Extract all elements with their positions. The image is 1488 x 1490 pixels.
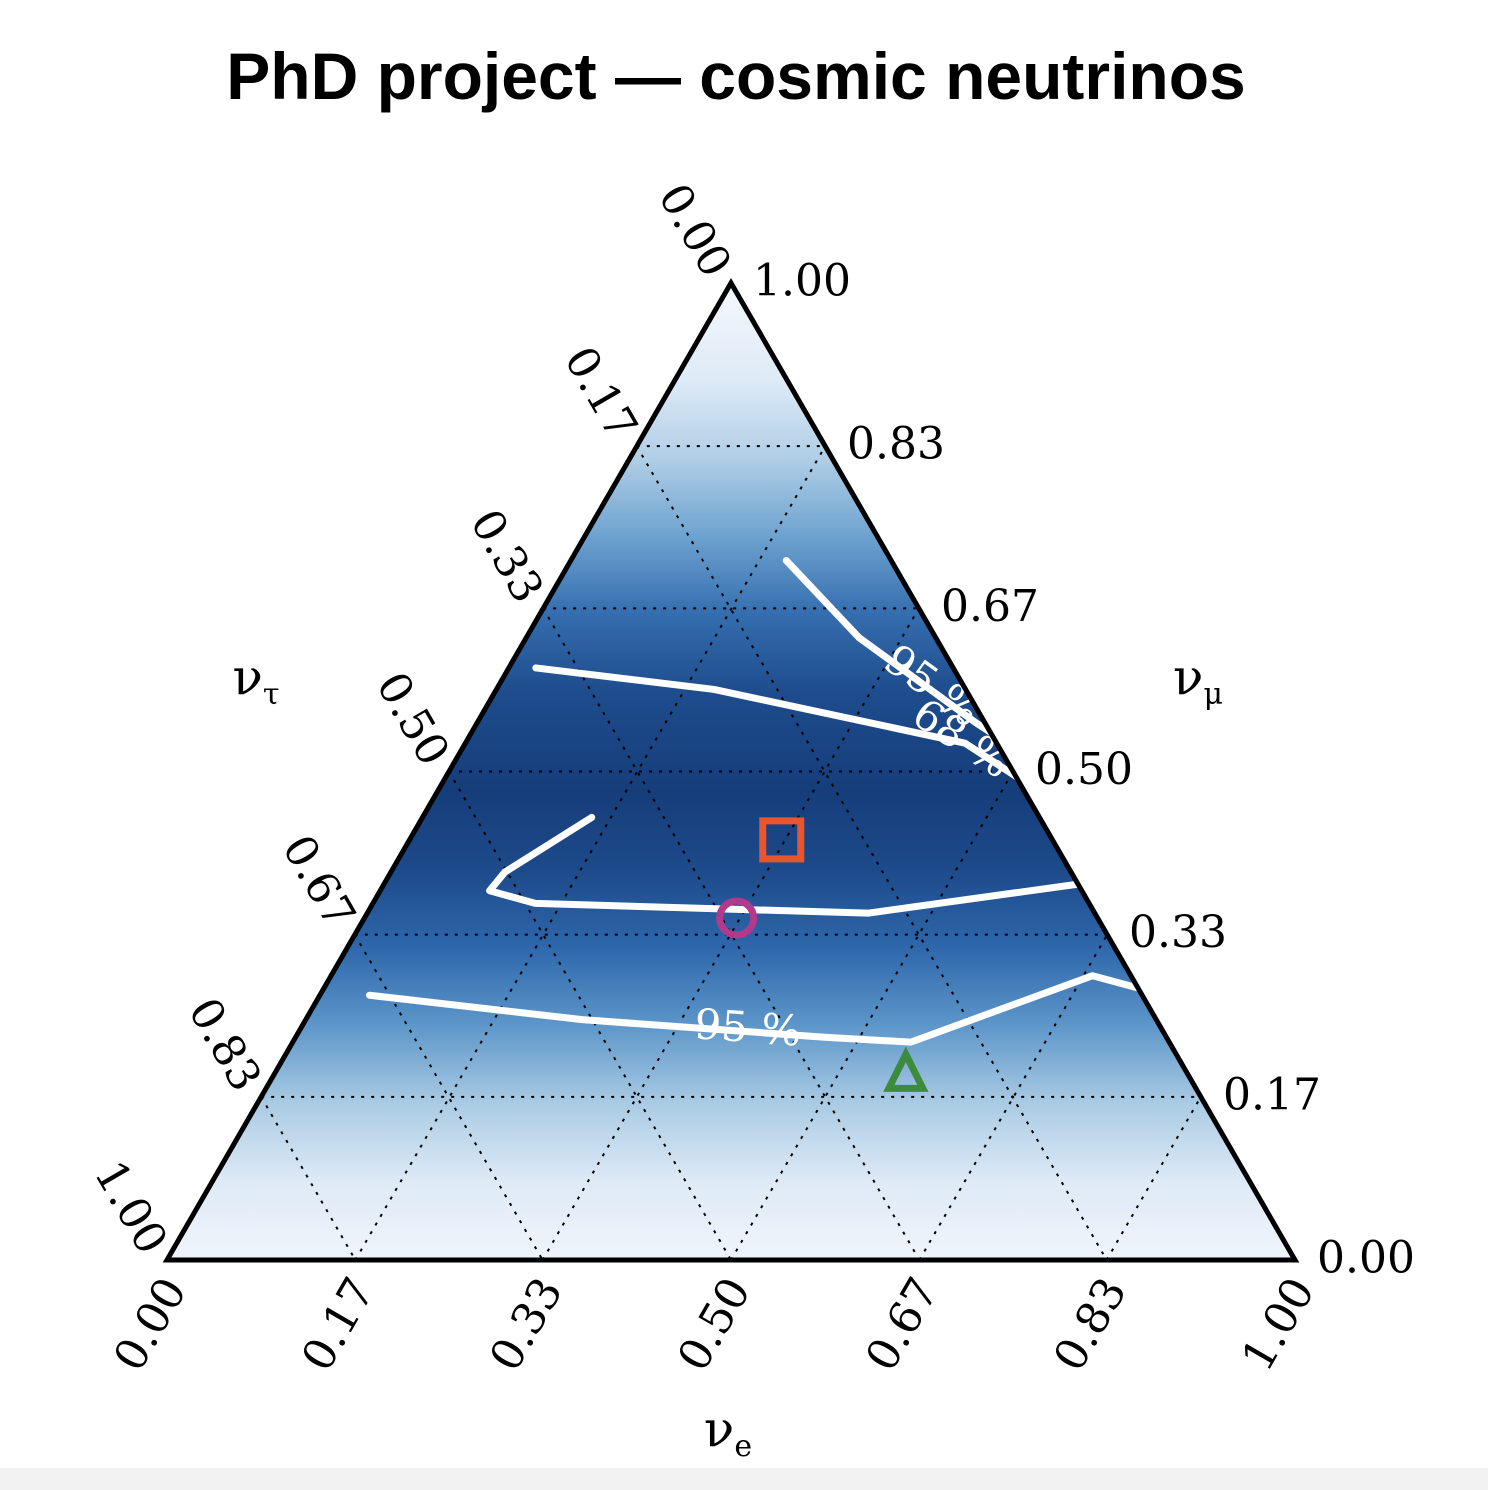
tick-label: 0.83 [847,418,945,469]
tick-label: 0.17 [1223,1070,1321,1121]
circle-marker [716,897,758,939]
grid-line [260,1096,357,1260]
tick-label: 0.00 [104,1269,197,1379]
bottom-axis-label: νe [704,1400,752,1464]
tick-label: 0.50 [366,664,459,774]
tick-label: 0.67 [272,827,365,937]
tick-label: 0.17 [292,1269,385,1379]
square-marker [759,817,805,863]
contour-label: 95 % [693,999,803,1056]
tick-label: 1.00 [1232,1269,1325,1379]
chart-title: PhD project — cosmic neutrinos [226,39,1246,113]
tick-label: 1.00 [753,256,851,307]
tick-label: 0.83 [1044,1269,1137,1379]
window-bottom-edge [0,1468,1488,1490]
right-axis-label: νμ [1173,648,1223,712]
grid-line [448,771,732,1260]
markers [716,817,929,1092]
tick-label: 0.00 [648,175,741,285]
triangle-frame [162,277,1300,1263]
grid-line [353,934,544,1260]
tick-label: 0.33 [480,1269,573,1379]
tick-label: 1.00 [84,1152,177,1262]
grid-lines [260,445,1202,1260]
grid-line [918,934,1109,1260]
grid-line [730,771,1014,1260]
tick-label: 0.00 [1317,1233,1415,1284]
tick-label: 0.50 [668,1269,761,1379]
grid-line [1105,1096,1202,1260]
tick-label: 0.67 [856,1269,949,1379]
triangle-marker [883,1046,929,1092]
tick-label: 0.67 [941,581,1039,632]
bottom-axis-ticks: 0.00 0.17 0.33 0.50 0.67 0.83 1.00 [104,1269,1325,1379]
right-axis-ticks: 0.00 0.17 0.33 0.50 0.67 0.83 1.00 [753,256,1415,1284]
left-axis-label: ντ [232,648,279,712]
tick-label: 0.83 [178,990,271,1100]
tick-label: 0.50 [1035,744,1133,795]
tick-label: 0.17 [554,338,647,448]
tick-label: 0.33 [1129,907,1227,958]
tick-label: 0.33 [460,501,553,611]
